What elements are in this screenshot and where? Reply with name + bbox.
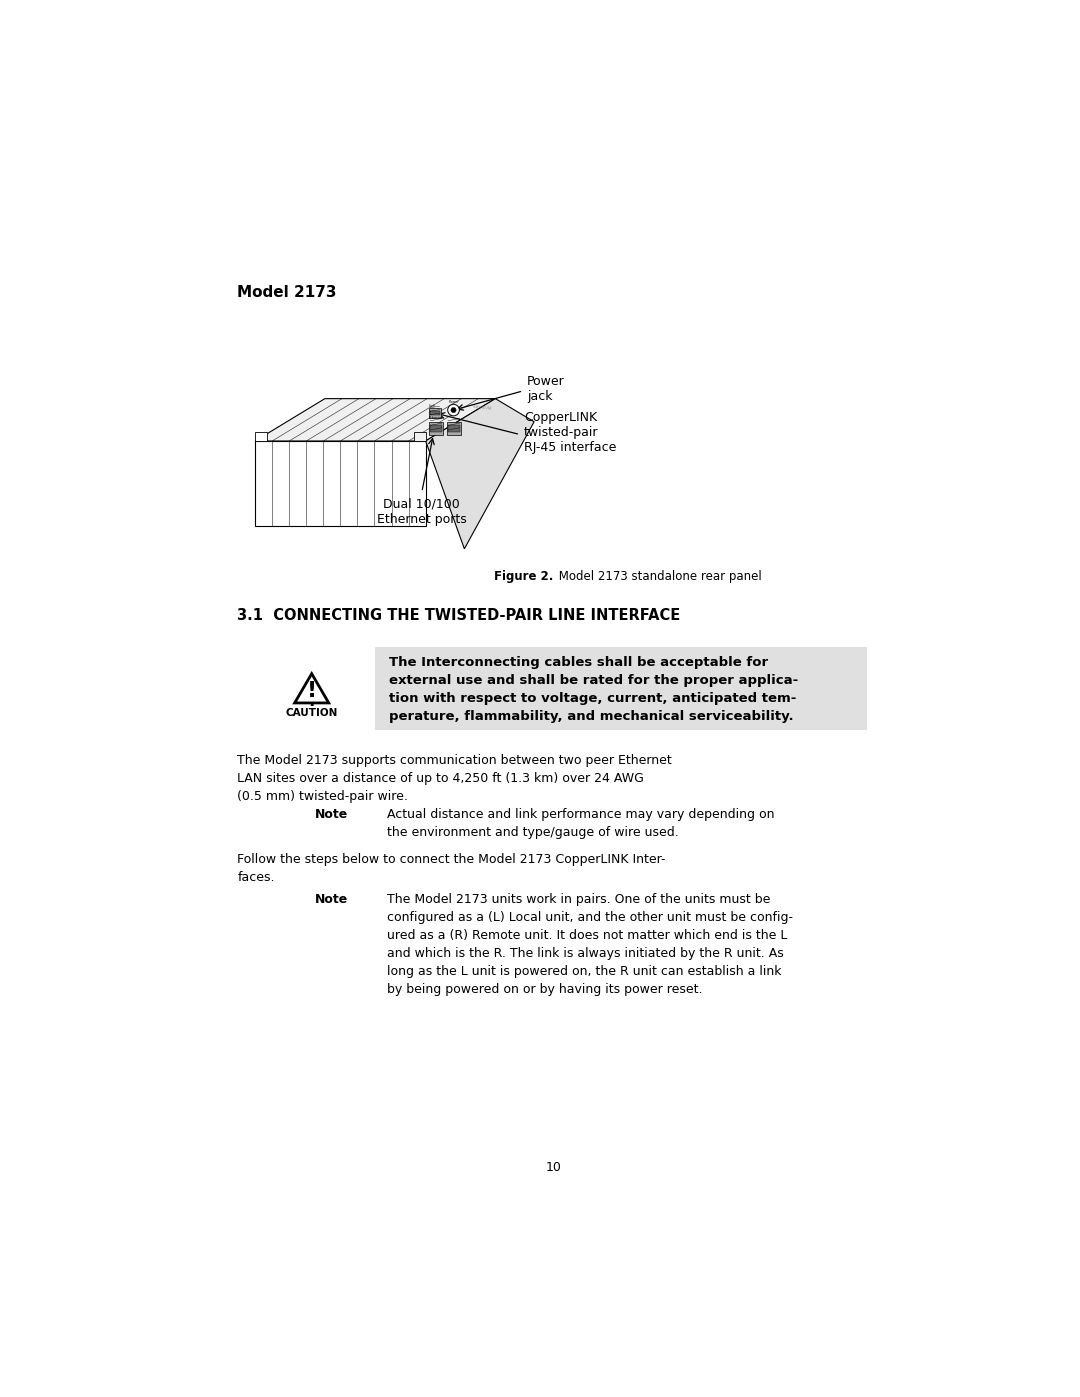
Text: The Interconnecting cables shall be acceptable for
external use and shall be rat: The Interconnecting cables shall be acce… xyxy=(389,655,798,722)
Text: Note: Note xyxy=(314,893,348,907)
Text: CopperLINK
twisted-pair
RJ-45 interface: CopperLINK twisted-pair RJ-45 interface xyxy=(524,411,617,454)
Polygon shape xyxy=(426,398,535,549)
Polygon shape xyxy=(255,441,426,525)
FancyBboxPatch shape xyxy=(429,422,444,434)
Text: Power
jack: Power jack xyxy=(527,374,565,402)
Text: Model 2173 standalone rear panel: Model 2173 standalone rear panel xyxy=(555,570,761,583)
FancyBboxPatch shape xyxy=(446,422,461,434)
FancyBboxPatch shape xyxy=(375,647,867,729)
Text: The Model 2173 supports communication between two peer Ethernet
LAN sites over a: The Model 2173 supports communication be… xyxy=(238,754,672,803)
Circle shape xyxy=(448,404,459,416)
Text: !: ! xyxy=(307,682,316,701)
Text: Actual distance and link performance may vary depending on
the environment and t: Actual distance and link performance may… xyxy=(387,809,774,840)
Text: Dual 10/100
Ethernet ports: Dual 10/100 Ethernet ports xyxy=(377,497,467,525)
Text: 10: 10 xyxy=(545,1161,562,1173)
Text: MADE IN USA: MADE IN USA xyxy=(473,405,491,411)
Text: Link: Link xyxy=(429,404,436,408)
FancyBboxPatch shape xyxy=(430,425,442,432)
FancyBboxPatch shape xyxy=(430,411,440,415)
Text: Note: Note xyxy=(314,809,348,821)
Text: Figure 2.: Figure 2. xyxy=(495,570,554,583)
Text: Power: Power xyxy=(448,400,459,404)
Polygon shape xyxy=(414,432,426,441)
Text: The Model 2173 units work in pairs. One of the units must be
configured as a (L): The Model 2173 units work in pairs. One … xyxy=(387,893,793,996)
Text: Ethernet: Ethernet xyxy=(429,416,444,420)
Polygon shape xyxy=(295,673,328,703)
Polygon shape xyxy=(255,398,496,441)
FancyBboxPatch shape xyxy=(429,408,441,418)
Text: CAUTION: CAUTION xyxy=(285,708,338,718)
Text: 3.1  CONNECTING THE TWISTED-PAIR LINE INTERFACE: 3.1 CONNECTING THE TWISTED-PAIR LINE INT… xyxy=(238,608,680,623)
Text: .: . xyxy=(309,693,315,710)
Polygon shape xyxy=(255,432,267,441)
Circle shape xyxy=(451,408,456,412)
Text: Model 2173: Model 2173 xyxy=(238,285,337,300)
Text: Follow the steps below to connect the Model 2173 CopperLINK Inter-
faces.: Follow the steps below to connect the Mo… xyxy=(238,854,665,884)
FancyBboxPatch shape xyxy=(448,425,460,432)
